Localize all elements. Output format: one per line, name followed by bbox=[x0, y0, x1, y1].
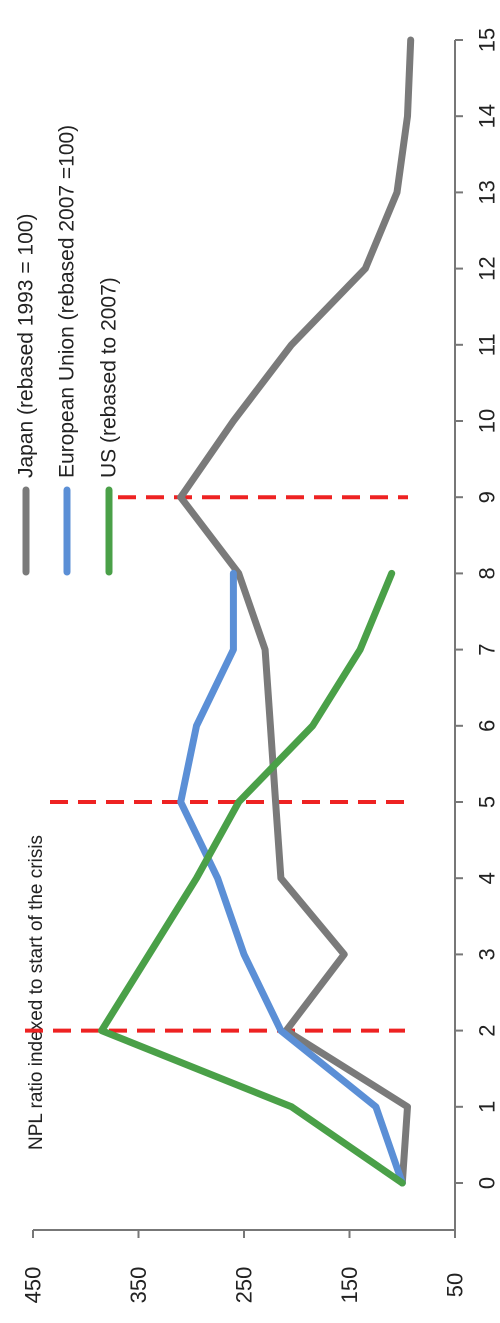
x-tick-label: 8 bbox=[475, 567, 500, 579]
x-tick-label: 11 bbox=[475, 333, 500, 356]
x-tick-label: 4 bbox=[475, 872, 500, 884]
x-tick-label: 7 bbox=[475, 643, 500, 655]
series-line-0 bbox=[177, 36, 415, 1187]
x-tick-label: 0 bbox=[475, 1177, 500, 1189]
series-line-2 bbox=[98, 569, 406, 1187]
x-tick-label: 6 bbox=[475, 720, 500, 732]
x-tick-label: 14 bbox=[475, 104, 500, 128]
legend-label: Japan (rebased 1993 = 100) bbox=[15, 214, 38, 478]
x-tick-label: 3 bbox=[475, 948, 500, 960]
x-tick-label: 1 bbox=[475, 1101, 500, 1113]
y-tick-label: 450 bbox=[21, 1267, 46, 1304]
y-tick-label: 250 bbox=[232, 1267, 257, 1304]
x-tick-label: 10 bbox=[475, 409, 500, 433]
y-tick-label: 150 bbox=[337, 1267, 362, 1304]
y-tick-label: 50 bbox=[443, 1273, 468, 1297]
y-axis-title: NPL ratio indexed to start of the crisis bbox=[26, 835, 47, 1150]
legend-label: European Union (rebased 2007 =100) bbox=[56, 125, 79, 478]
y-tick-label: 350 bbox=[126, 1267, 151, 1304]
x-tick-label: 2 bbox=[475, 1024, 500, 1036]
legend-label: US (rebased to 2007) bbox=[98, 277, 121, 478]
x-tick-label: 5 bbox=[475, 796, 500, 808]
series-line-1 bbox=[177, 569, 406, 1187]
x-tick-label: 15 bbox=[475, 28, 500, 52]
x-tick-label: 9 bbox=[475, 491, 500, 503]
x-tick-label: 13 bbox=[475, 180, 500, 204]
x-tick-label: 12 bbox=[475, 256, 500, 280]
